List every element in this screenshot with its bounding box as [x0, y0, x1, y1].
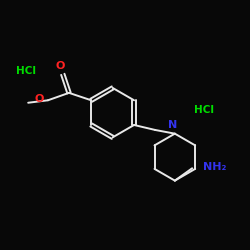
Text: O: O	[56, 60, 65, 70]
Text: N: N	[168, 120, 177, 130]
Text: HCl: HCl	[16, 66, 36, 76]
Text: HCl: HCl	[194, 105, 214, 115]
Text: NH₂: NH₂	[203, 162, 227, 172]
Text: O: O	[34, 94, 44, 104]
